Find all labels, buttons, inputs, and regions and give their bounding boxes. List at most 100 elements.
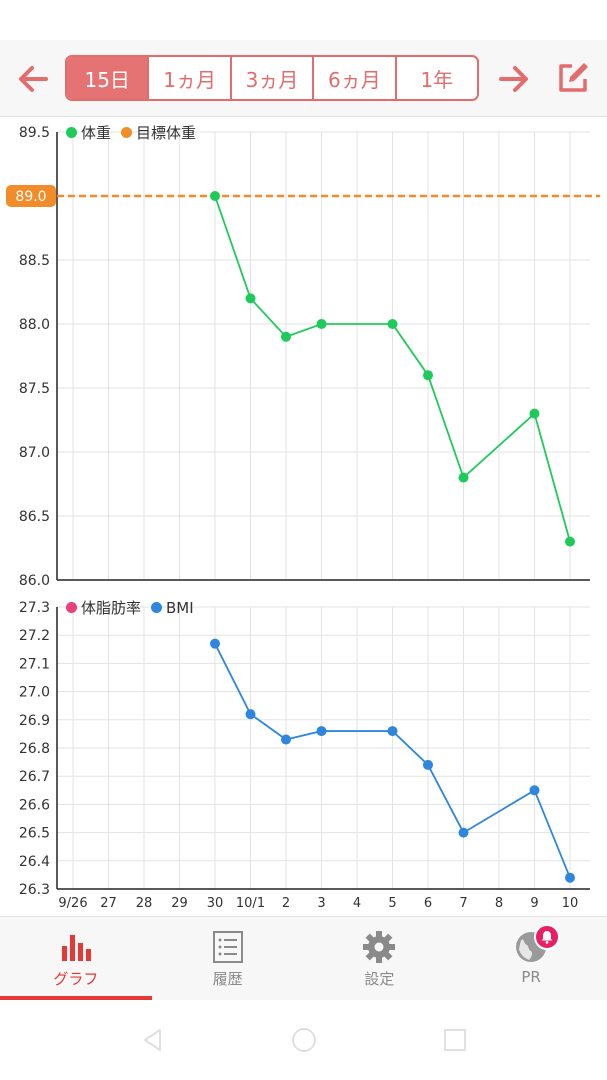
data-point [210,638,220,649]
edit-icon[interactable] [555,60,591,96]
x-tick-label: 7 [459,896,467,911]
nav-item-settings[interactable]: 設定 [304,917,456,1001]
arrow-left-icon[interactable] [16,62,50,96]
x-tick-label: 5 [388,896,396,911]
data-point [529,408,540,419]
range-tab-6months[interactable]: 6ヵ月 [312,57,394,99]
y-tick-label: 26.5 [19,826,50,842]
y-tick-label: 88.0 [19,317,50,333]
back-triangle-icon[interactable] [140,1027,166,1053]
y-tick-label: 27.3 [19,600,50,616]
nav-label-pr: PR [521,968,541,986]
y-tick-label: 26.6 [19,797,50,813]
y-tick-label: 88.5 [19,253,50,269]
data-point [458,472,469,483]
bell-icon [541,931,553,944]
legend-label-goal-weight: 目標体重 [136,124,197,142]
nav-label-graph: グラフ [53,970,99,988]
goal-value-badge [6,185,56,207]
recents-square-icon[interactable] [442,1027,468,1053]
body-composition-chart: 27.3 27.2 27.1 27.0 26.9 26.8 26.7 26.6 26.5 26.4… [19,600,590,911]
x-tick-label: 28 [136,896,153,911]
data-point [281,331,291,342]
x-tick-label: 6 [424,896,432,911]
legend-label-body-fat: 体脂肪率 [81,599,142,617]
x-tick-label: 10 [562,896,579,911]
range-tab-15days[interactable]: 15日 [67,57,148,99]
legend-item-weight: 体重 [66,122,111,143]
data-point [316,726,327,737]
legend-label-weight: 体重 [81,124,112,142]
x-tick-label: 9/26 [58,896,87,911]
legend-dot-weight [66,127,77,138]
x-tick-label: 30 [207,896,224,911]
legend-dot-bmi [151,602,163,613]
range-tab-3months[interactable]: 3ヵ月 [229,57,312,99]
x-tick-label: 3 [317,896,325,911]
weight-chart: 89.589.088.588.087.587.086.586.0 89.0 [6,125,600,589]
y-tick-label: 27.0 [19,685,50,701]
history-list-icon [212,931,243,963]
x-tick-label: 29 [171,896,188,911]
nav-label-settings: 設定 [364,970,395,988]
data-point [423,370,433,381]
goal-value-label: 89.0 [15,189,46,205]
nav-item-pr[interactable]: PR [455,917,607,1001]
body-chart-legend: 体脂肪率 BMI [66,597,204,618]
x-tick-label: 8 [495,896,503,911]
y-tick-label: 87.0 [19,445,50,461]
data-point [458,827,469,838]
x-tick-label: 9 [530,896,538,911]
bmi-chart-grid [57,606,590,890]
range-tab-1month[interactable]: 1ヵ月 [147,57,229,99]
bottom-navigation: グラフ 履歴 設定 [0,916,607,1001]
bmi-series [210,638,575,883]
data-point [210,191,220,201]
legend-item-goal-weight: 目標体重 [121,122,196,143]
weight-chart-legend: 体重 目標体重 [66,122,206,143]
weight-chart-axis [56,132,590,581]
y-tick-label: 86.5 [19,509,50,525]
y-tick-label: 26.3 [19,882,50,898]
range-selector: 15日 1ヵ月 3ヵ月 6ヵ月 1年 [65,55,479,101]
legend-item-body-fat: 体脂肪率 [66,597,141,618]
x-tick-label: 27 [100,896,117,911]
x-tick-label: 4 [353,896,361,911]
data-point [281,734,291,745]
legend-item-bmi: BMI [151,599,194,617]
y-tick-label: 27.1 [19,656,50,672]
legend-dot-goal-weight [121,127,133,138]
nav-item-graph[interactable]: グラフ [0,917,152,1001]
weight-series [210,191,575,547]
home-circle-icon[interactable] [291,1027,317,1053]
top-toolbar: 15日 1ヵ月 3ヵ月 6ヵ月 1年 [0,40,607,117]
y-tick-label: 86.0 [19,573,50,589]
gear-icon [363,931,396,963]
arrow-right-icon[interactable] [497,62,531,96]
y-tick-label: 87.5 [19,381,50,397]
bmi-chart-axis [56,607,590,890]
nav-item-history[interactable]: 履歴 [152,917,304,1001]
pr-icon-wrap [514,924,561,964]
system-navigation-bar [0,1000,607,1080]
data-point [529,785,540,796]
notification-badge [534,924,561,950]
y-tick-label: 89.5 [19,125,50,141]
goal-weight-line: 89.0 [6,185,600,207]
bar-chart-icon [61,935,91,961]
nav-label-history: 履歴 [212,970,243,988]
bmi-chart-y-ticks: 27.3 27.2 27.1 27.0 26.9 26.8 26.7 26.6 26.5 26.4… [19,600,50,898]
data-point [387,319,398,329]
x-tick-label: 10/1 [236,896,265,911]
data-point [316,319,327,329]
data-point [387,726,398,737]
data-point [245,709,256,720]
data-point [423,759,433,770]
active-tab-indicator [0,996,152,1001]
bmi-chart-x-ticks: 9/26 27 28 29 30 10/1 2 3 4 5 6 7 8 9 10 [58,896,578,911]
data-point [565,872,575,883]
range-tab-1year[interactable]: 1年 [394,57,477,99]
status-bar [0,0,607,40]
data-point [245,293,256,304]
legend-label-bmi: BMI [166,598,194,617]
